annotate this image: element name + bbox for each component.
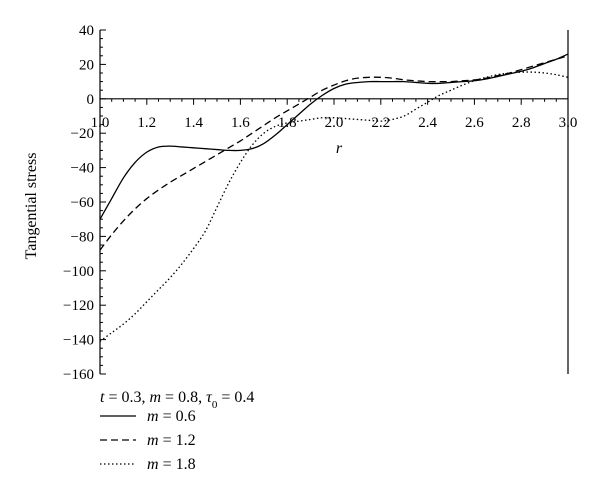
y-tick-label: −80: [71, 229, 94, 245]
y-axis-title: Tangential stress: [23, 153, 40, 260]
y-tick-label: −160: [63, 367, 94, 383]
legend-label-m12: m = 1.2: [147, 432, 196, 449]
x-tick-label: 1.2: [137, 115, 156, 131]
y-tick-label: −20: [71, 126, 94, 142]
x-tick-label: 2.0: [325, 115, 344, 131]
x-tick-label: 1.4: [184, 115, 203, 131]
y-tick-label: −120: [63, 298, 94, 314]
tick-labels: 40 20 0 −20 −40 −60 −80 −100 −120 −140 −160 1.0 1.2 1…: [63, 23, 577, 383]
x-tick-label: 1.6: [231, 115, 250, 131]
series-line-solid: [99, 53, 569, 220]
legend-param-m: m: [149, 389, 161, 406]
x-tick-label: 2.6: [465, 115, 484, 131]
legend-params: t = 0.3, m = 0.8, τ0 = 0.4: [100, 389, 254, 411]
legend-param-t-value: = 0.3,: [104, 389, 149, 406]
axis-ticks: [99, 29, 569, 375]
x-tick-label: 1.0: [91, 115, 110, 131]
legend-param-tau: τ: [206, 389, 213, 406]
y-tick-label: −140: [63, 333, 94, 349]
x-tick-label: 1.8: [278, 115, 297, 131]
x-tick-label: 3.0: [559, 115, 578, 131]
legend: t = 0.3, m = 0.8, τ0 = 0.4 m = 0.6 m = 1…: [100, 389, 254, 473]
x-tick-label: 2.4: [418, 115, 437, 131]
y-tick-label: 0: [87, 92, 95, 108]
y-tick-label: −100: [63, 264, 94, 280]
legend-param-tau-subscript: 0: [212, 399, 218, 411]
legend-param-tau-value: = 0.4: [217, 389, 254, 406]
x-tick-label: 2.8: [512, 115, 531, 131]
axes: [99, 30, 569, 374]
x-tick-label: 2.2: [371, 115, 390, 131]
legend-label-m06: m = 0.6: [147, 408, 196, 425]
series-line-dotted: [99, 71, 569, 342]
y-tick-label: 40: [79, 23, 94, 39]
y-tick-label: 20: [79, 57, 94, 73]
y-tick-label: −60: [71, 195, 94, 211]
x-axis-title: r: [336, 140, 343, 157]
y-tick-label: −40: [71, 161, 94, 177]
series-lines: [99, 53, 569, 342]
legend-param-m-value: = 0.8,: [161, 389, 206, 406]
legend-param-t: t: [100, 389, 105, 406]
series-line-dashed: [99, 55, 569, 251]
legend-label-m18: m = 1.8: [147, 456, 196, 473]
